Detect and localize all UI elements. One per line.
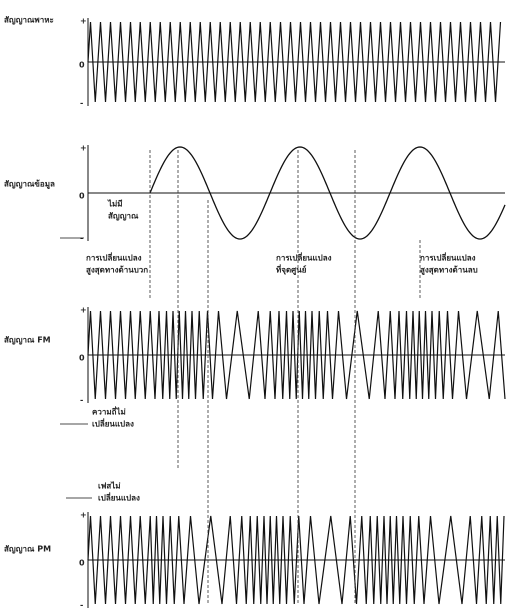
- axis-mark: 0: [79, 354, 85, 363]
- panel-label: สัญญาณ FM: [4, 336, 51, 346]
- annotation: การเปลี่ยนแปลง: [276, 252, 332, 263]
- axis-mark: 0: [79, 192, 85, 201]
- annotation: สูงสุดทางด้านบวก: [86, 265, 148, 276]
- annotation: สัญญาณ: [108, 212, 139, 222]
- annotation: ที่จุดศูนย์: [276, 264, 307, 276]
- axis-mark: 0: [79, 559, 85, 568]
- modulation-diagram: สัญญาณพาหะ +0 - สัญญาณข้อมูล +0 - สัญญาณ FM +0 -…: [0, 0, 508, 613]
- annotation: เปลี่ยนแปลง: [92, 418, 134, 429]
- axis-mark: -: [80, 396, 83, 405]
- axis-mark: +: [80, 17, 87, 26]
- annotation: เปลี่ยนแปลง: [98, 492, 140, 503]
- axis-mark: -: [80, 601, 83, 610]
- axis-mark: -: [80, 99, 83, 108]
- panel-label: สัญญาณ PM: [4, 545, 51, 555]
- annotation: ความถี่ไม่: [92, 406, 126, 417]
- axis-mark: +: [80, 144, 87, 153]
- axis-mark: +: [80, 306, 87, 315]
- axis-mark: 0: [79, 61, 85, 70]
- annotation: การเปลี่ยนแปลง: [86, 252, 142, 263]
- annotation: สูงสุดทางด้านลบ: [420, 265, 478, 276]
- annotation: การเปลี่ยนแปลง: [420, 252, 476, 263]
- panel-label: สัญญาณพาหะ: [4, 16, 54, 26]
- axis-mark: +: [80, 511, 87, 520]
- annotation: เฟสไม่: [98, 481, 121, 491]
- panel-label: สัญญาณข้อมูล: [4, 179, 55, 190]
- annotation: ไม่มี: [107, 199, 123, 209]
